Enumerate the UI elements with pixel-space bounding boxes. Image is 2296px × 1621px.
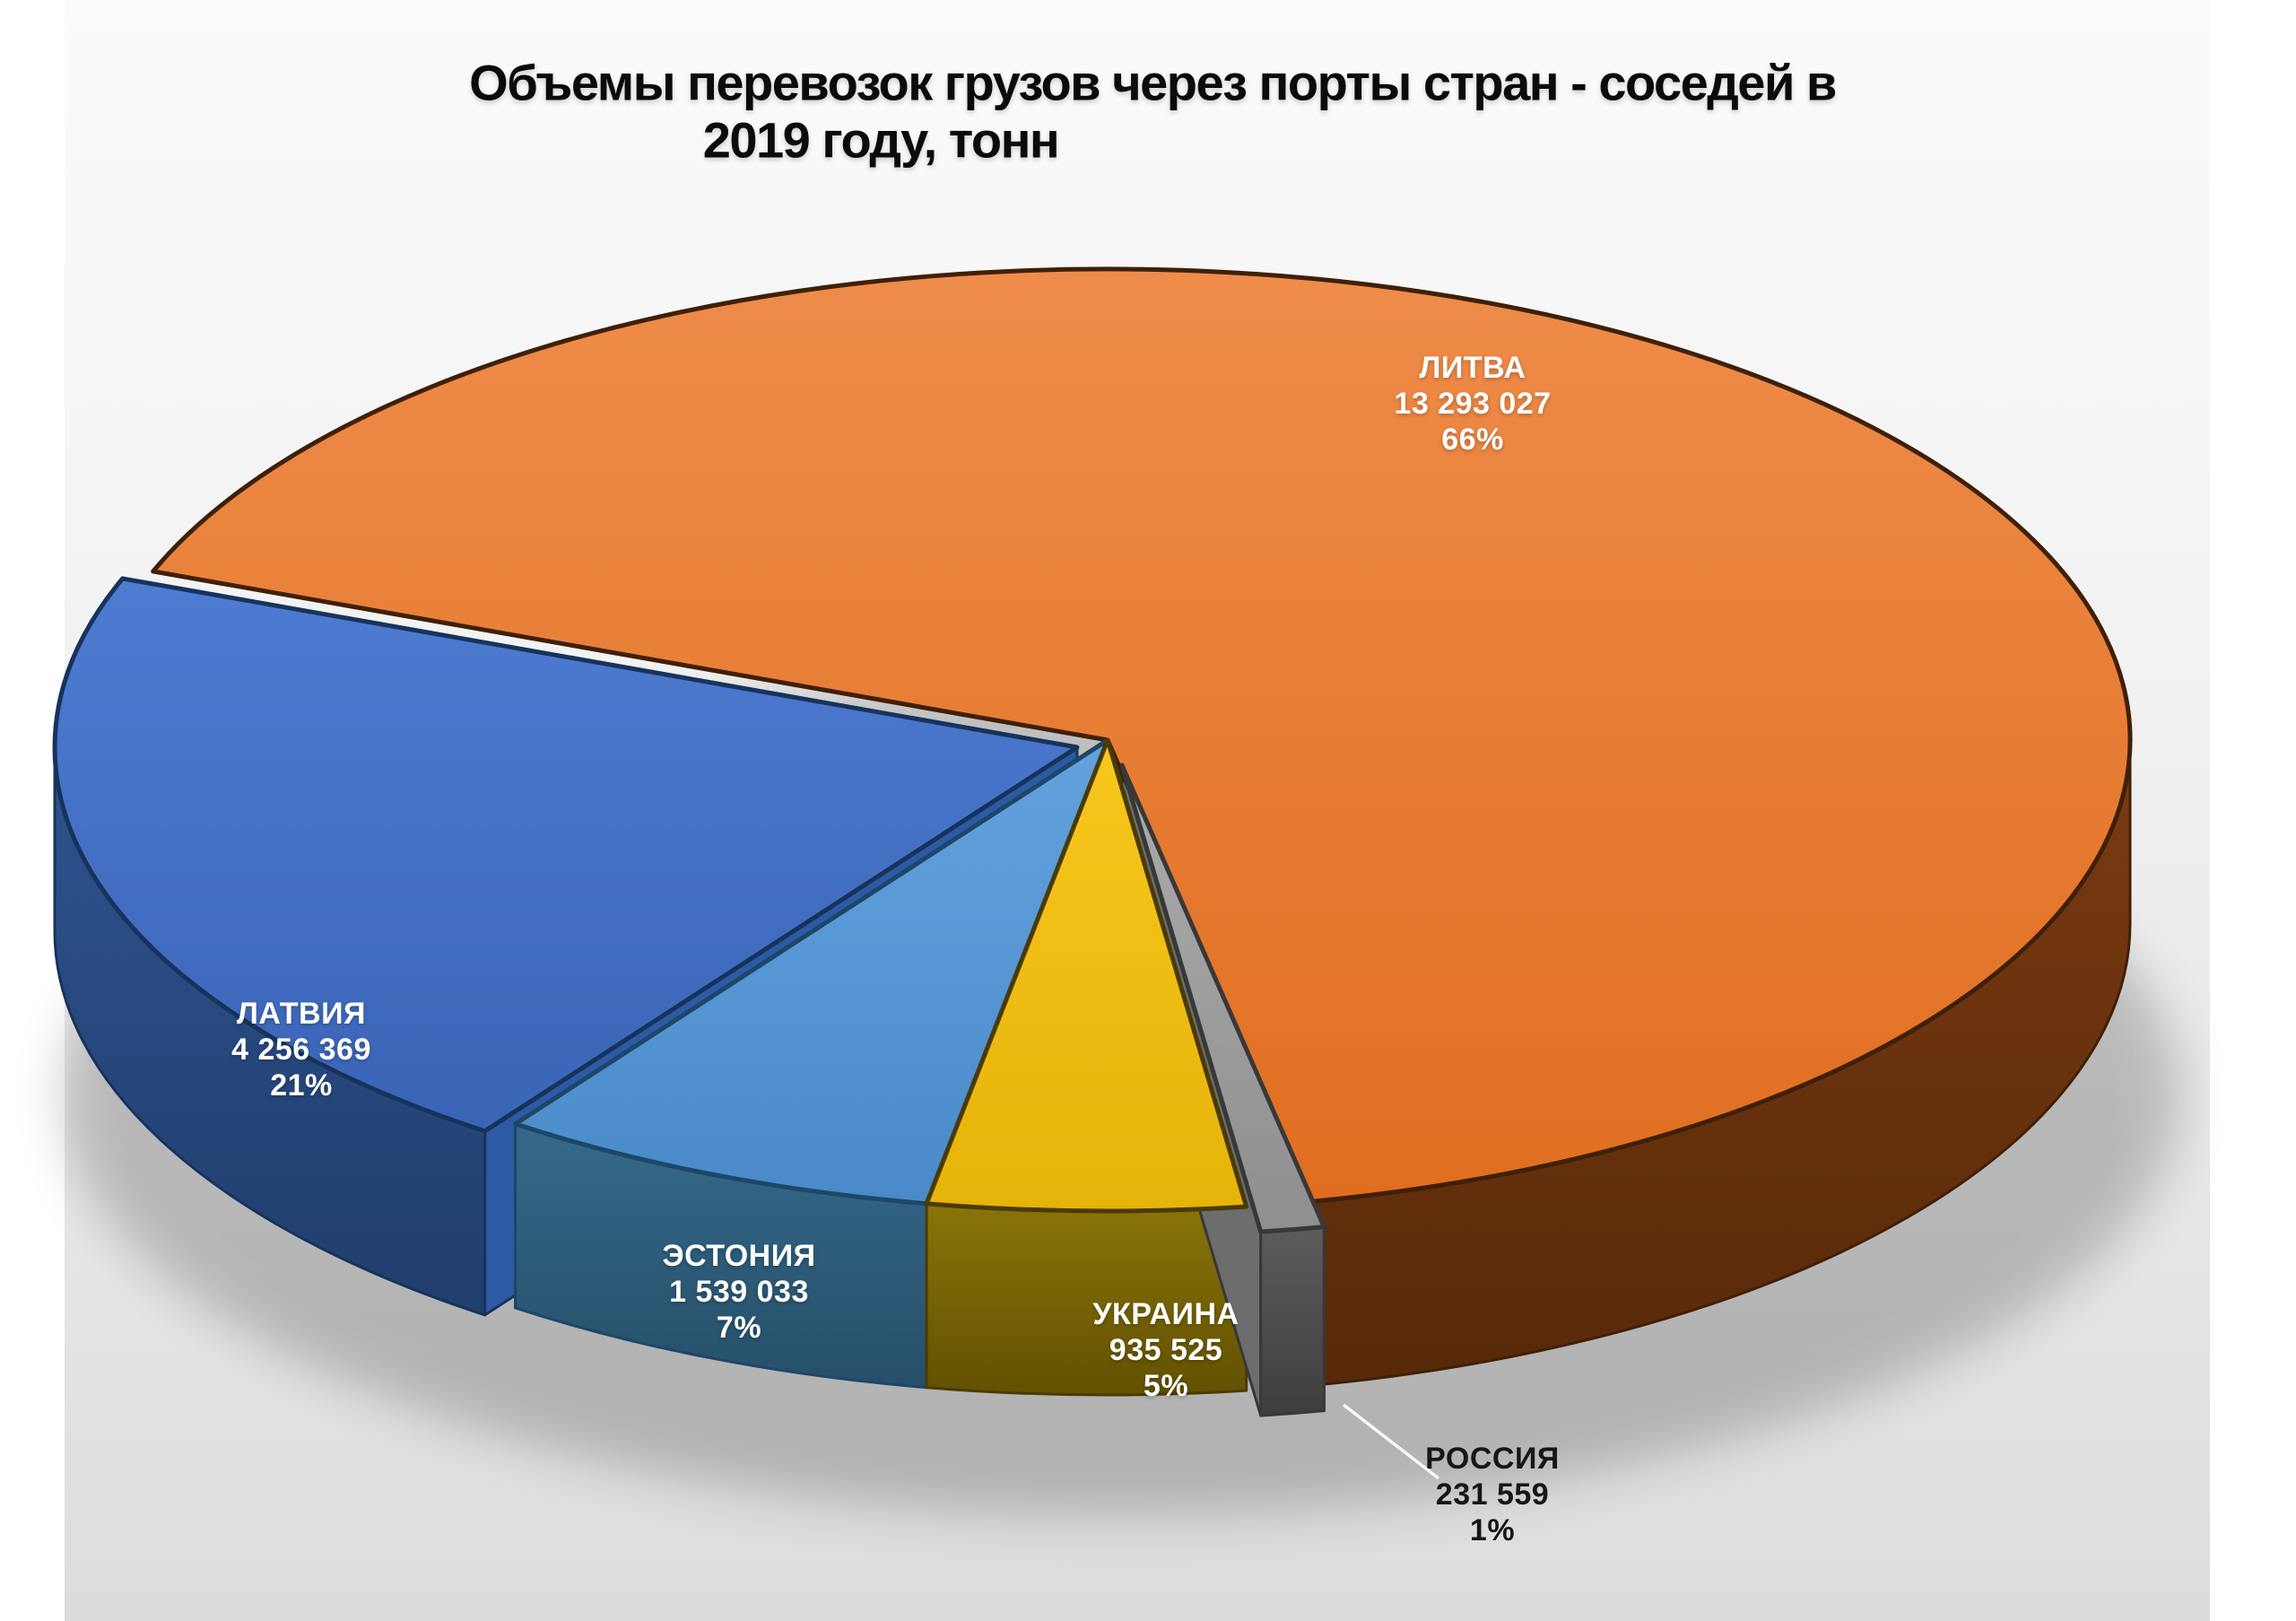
slice-percent: 66% <box>1441 423 1504 457</box>
slice-name: ЛАТВИЯ <box>237 997 366 1031</box>
pie-slice-РОССИЯ[interactable] <box>1119 763 1326 1234</box>
chart-title-line-1: Объемы перевозок грузов через порты стра… <box>469 54 1837 111</box>
slice-value: 13 293 027 <box>1394 387 1552 421</box>
pie-slice-УКРАИНА[interactable] <box>924 737 1249 1214</box>
slice-percent: 5% <box>1143 1369 1189 1403</box>
pie-slice-ЛАТВИЯ[interactable] <box>52 576 1080 1134</box>
slice-name: РОССИЯ <box>1425 1442 1560 1476</box>
slice-value: 935 525 <box>1109 1333 1223 1367</box>
slice-label-russia: РОССИЯ 231 559 1% <box>1425 1441 1560 1548</box>
pie-slice-ЭСТОНИЯ[interactable] <box>513 737 1110 1207</box>
slice-percent: 21% <box>270 1068 333 1102</box>
slice-label-lithuania: ЛИТВА 13 293 027 66% <box>1394 350 1551 458</box>
slice-percent: 1% <box>1469 1513 1516 1547</box>
slice-name: ЛИТВА <box>1419 351 1526 385</box>
slice-value: 1 539 033 <box>669 1275 809 1309</box>
slice-name: ЭСТОНИЯ <box>662 1239 816 1273</box>
slice-label-latvia: ЛАТВИЯ 4 256 369 21% <box>231 996 371 1103</box>
pie-slice-ЛИТВА[interactable] <box>151 266 2133 1205</box>
chart-title-line-2: 2019 году, тонн <box>702 111 1060 169</box>
slice-percent: 7% <box>716 1311 762 1345</box>
slice-value: 231 559 <box>1435 1477 1550 1512</box>
slice-value: 4 256 369 <box>231 1033 371 1067</box>
slice-label-ukraine: УКРАИНА 935 525 5% <box>1092 1296 1239 1404</box>
slice-name: УКРАИНА <box>1092 1297 1239 1331</box>
slice-label-estonia: ЭСТОНИЯ 1 539 033 7% <box>662 1238 815 1346</box>
pie-slice-side-РОССИЯ[interactable] <box>1259 1225 1326 1417</box>
russia-leader-line <box>1342 1403 1440 1480</box>
